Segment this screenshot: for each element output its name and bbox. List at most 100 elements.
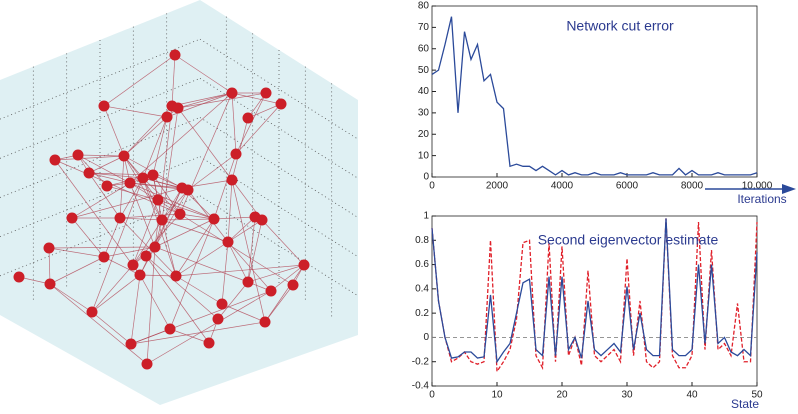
network-node — [13, 271, 25, 283]
network-edge — [49, 283, 148, 365]
y-tick-label: 0.6 — [415, 259, 429, 270]
network-node — [256, 214, 268, 226]
network-node — [170, 270, 182, 282]
network-node — [212, 313, 224, 325]
network-node — [174, 208, 186, 220]
network-edge — [227, 216, 256, 243]
network-edge — [154, 246, 249, 283]
network-node — [118, 150, 130, 162]
network-edge — [88, 172, 131, 184]
network-edge — [130, 328, 171, 345]
network-node — [125, 338, 137, 350]
plot-frame — [431, 215, 758, 387]
network-node — [44, 278, 56, 290]
network-edge — [247, 219, 263, 283]
network-edge — [130, 321, 266, 345]
network-edge — [91, 274, 141, 313]
network-node — [161, 111, 173, 123]
network-node — [164, 323, 176, 335]
y-tick-label: 50 — [418, 65, 430, 76]
network-edge — [123, 155, 163, 221]
network-node — [66, 212, 78, 224]
network-edge — [91, 264, 134, 313]
network-node — [98, 100, 110, 112]
network-node — [169, 49, 181, 61]
chart-title: Second eigenvector estimate — [538, 232, 719, 248]
network-node — [182, 184, 194, 196]
network-node — [260, 87, 272, 99]
network-node — [216, 298, 228, 310]
x-tick-label: 2000 — [486, 181, 509, 192]
network-edge — [161, 219, 177, 277]
network-edge — [217, 281, 249, 320]
network-node — [140, 250, 152, 262]
network-edge — [103, 217, 121, 258]
network-edge — [71, 187, 183, 219]
network-edge — [169, 218, 215, 330]
network-edge — [213, 153, 237, 220]
y-tick-label: 1 — [423, 211, 429, 222]
network-node — [134, 269, 146, 281]
network-edge — [146, 290, 272, 365]
network-edge — [171, 92, 233, 107]
network-node — [226, 87, 238, 99]
network-edge — [119, 213, 181, 219]
network-edge — [119, 177, 144, 219]
series-line — [431, 16, 758, 176]
network-nodes — [13, 49, 310, 370]
network-edge — [119, 217, 163, 221]
network-edge — [77, 154, 125, 157]
network-edge — [231, 92, 282, 105]
network-edge — [187, 153, 237, 191]
network-node — [43, 242, 55, 254]
network-edge — [247, 216, 256, 283]
chart: 0 10 20 30 40 50 60 70 80 0 2000 4000 6000 8000 10,000… — [418, 1, 796, 206]
network-edge — [139, 274, 171, 330]
y-tick-label: 0 — [423, 172, 429, 183]
network-edge — [88, 172, 121, 219]
network-edge — [161, 107, 179, 221]
x-tick-label: 0 — [429, 181, 435, 192]
network-edge — [130, 274, 141, 345]
network-edge — [103, 54, 176, 107]
network-edge — [227, 219, 263, 243]
network-edge — [103, 105, 125, 157]
y-tick-label: 60 — [418, 43, 430, 54]
network-edge — [123, 116, 168, 157]
network-edge — [187, 189, 229, 243]
network-node — [152, 194, 164, 206]
network-node — [222, 236, 234, 248]
network-edge — [54, 155, 125, 161]
network-node — [127, 259, 139, 271]
network-edge — [48, 246, 156, 249]
network-edge — [161, 218, 215, 221]
axis-arrow-head — [782, 184, 796, 194]
x-tick-label: 20 — [556, 390, 568, 401]
x-tick-label: 4000 — [551, 181, 574, 192]
network-edge — [49, 256, 105, 285]
network-edge — [129, 182, 215, 220]
series-line — [431, 218, 758, 374]
network-edge — [264, 284, 294, 323]
network-node — [124, 177, 136, 189]
y-tick-label: 0 — [423, 332, 429, 343]
network-node — [226, 174, 238, 186]
y-tick-label: -0.2 — [412, 356, 430, 367]
network-edge — [264, 264, 305, 323]
x-tick-label: 10 — [491, 390, 503, 401]
network-node — [98, 251, 110, 263]
network-node — [156, 214, 168, 226]
network-edge — [174, 54, 233, 94]
network-node — [265, 285, 277, 297]
network-edge — [77, 154, 131, 184]
network-node — [137, 172, 149, 184]
network-edge — [48, 247, 105, 258]
network-node — [49, 154, 61, 166]
network-edge — [145, 255, 219, 320]
network-node — [230, 148, 242, 160]
network-edge — [154, 189, 189, 248]
network-edge — [227, 179, 233, 243]
network-node — [114, 212, 126, 224]
network-edge — [175, 241, 229, 277]
y-tick-label: 0.8 — [415, 235, 429, 246]
